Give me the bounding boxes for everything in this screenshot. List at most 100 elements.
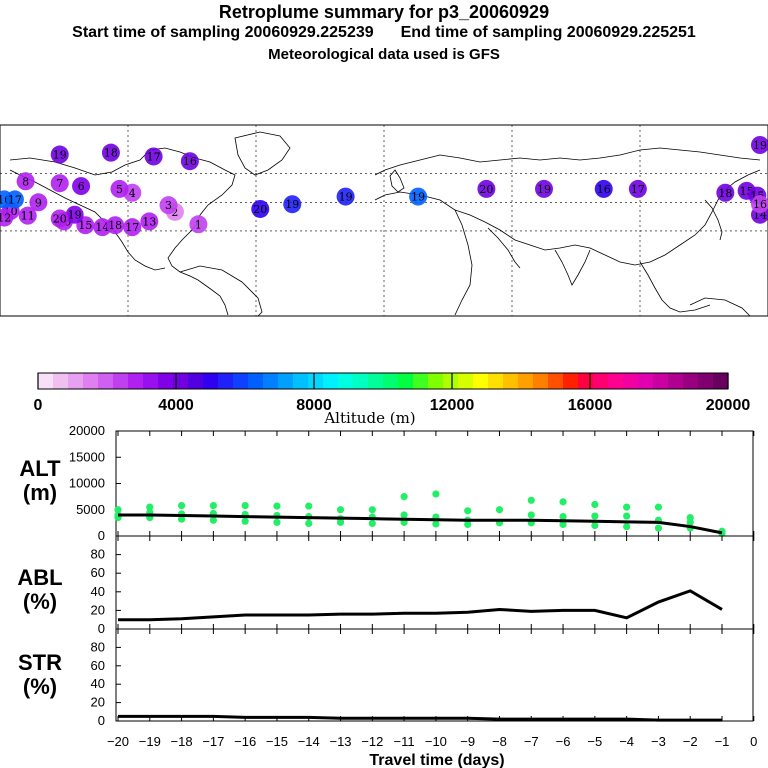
- australia-coast: [689, 297, 751, 317]
- colorbar: 0 4000 8000 12000 16000 20000 Altitude (m): [34, 372, 750, 427]
- x-tick-label: −4: [619, 734, 634, 749]
- str-unit-label: (%): [23, 674, 57, 699]
- alt-scatter-point: [623, 522, 631, 531]
- x-tick-label: −12: [361, 734, 383, 749]
- map-point: [409, 187, 428, 206]
- map-point: [159, 196, 178, 215]
- map-panel: 1234567891011121314151617181920151815141…: [0, 124, 768, 317]
- colorbar-swatch: [473, 373, 489, 389]
- colorbar-tick-label: 16000: [568, 397, 613, 414]
- map-point: [5, 190, 24, 209]
- colorbar-swatch: [653, 373, 669, 389]
- colorbar-swatch: [563, 373, 579, 389]
- map-point-label: 15: [78, 219, 92, 232]
- alt-scatter-point: [464, 507, 472, 515]
- colorbar-swatch: [203, 373, 219, 389]
- map-point-label: 13: [142, 215, 156, 228]
- x-tick-label: −2: [683, 734, 698, 749]
- colorbar-swatch: [233, 373, 249, 389]
- x-tick-label: −20: [107, 734, 129, 749]
- x-tick-label: −11: [394, 734, 415, 749]
- colorbar-swatch: [428, 373, 444, 389]
- colorbar-tick-label: 4000: [158, 397, 194, 414]
- map-point: [535, 179, 553, 198]
- str-label: STR: [18, 650, 62, 675]
- colorbar-ticks: 0 4000 8000 12000 16000 20000: [34, 373, 750, 414]
- map-point-label: 18: [104, 147, 118, 160]
- alt-scatter-point: [336, 518, 345, 526]
- se-asia-coast: [639, 261, 711, 313]
- abl-y-ticks: 80 60 40 20 0: [91, 547, 121, 636]
- colorbar-swatch: [278, 373, 294, 389]
- str-line: [118, 714, 722, 722]
- map-point: [336, 187, 355, 206]
- x-tick-label: −17: [202, 734, 224, 749]
- abl-panel: ABL (%) 80 60 40 20 0: [17, 535, 755, 636]
- colorbar-swatch: [593, 373, 609, 389]
- alt-y-ticks: 20000 15000 10000 5000 0: [69, 423, 121, 543]
- alt-scatter-point: [527, 511, 535, 519]
- x-tick-label: −8: [492, 734, 507, 749]
- str-frame: [115, 628, 754, 722]
- colorbar-swatch: [38, 373, 54, 389]
- map-point-label: 17: [631, 183, 645, 196]
- alt-scatter-point: [432, 520, 440, 528]
- alt-scatter-point: [305, 519, 313, 528]
- alt-scatter-point: [146, 503, 154, 511]
- colorbar-swatch: [128, 373, 144, 389]
- colorbar-swatch: [158, 373, 174, 389]
- map-point-label: 16: [597, 183, 611, 196]
- abl-y-tick-label: 40: [91, 584, 105, 599]
- chart-title: Retroplume summary for p3_20060929: [218, 2, 550, 22]
- abl-y-tick-label: 0: [98, 621, 105, 636]
- africa-coast: [374, 191, 473, 316]
- x-tick-label: −9: [460, 734, 475, 749]
- colorbar-swatch: [713, 373, 729, 389]
- map-point-label: 4: [129, 187, 136, 200]
- start-time-label: Start time of sampling 20060929.225239: [72, 24, 374, 41]
- x-axis-label: Travel time (days): [369, 752, 504, 768]
- alt-median-line: [118, 513, 723, 535]
- map-point: [189, 215, 208, 234]
- map-point: [110, 179, 129, 198]
- alt-scatter-point: [305, 502, 313, 510]
- map-point-label: 20: [479, 183, 493, 196]
- map-point: [594, 179, 613, 198]
- colorbar-swatch: [638, 373, 654, 389]
- alt-scatter-point: [591, 521, 599, 530]
- abl-frame: [115, 535, 754, 630]
- colorbar-swatches: [38, 373, 729, 389]
- map-point-label: 17: [125, 221, 139, 234]
- map-point-label: 3: [165, 199, 172, 212]
- alt-scatter-point: [559, 498, 567, 506]
- alt-scatter-point: [527, 496, 535, 504]
- arabia-coast: [487, 227, 521, 269]
- map-point-label: 16: [753, 198, 767, 211]
- x-tick-label: −5: [587, 734, 602, 749]
- colorbar-swatch: [668, 373, 684, 389]
- map-grid: [0, 125, 768, 316]
- end-time-label: End time of sampling 20060929.225251: [400, 24, 696, 41]
- colorbar-swatch: [683, 373, 699, 389]
- alt-scatter-point: [623, 503, 631, 511]
- map-point: [50, 145, 69, 164]
- colorbar-swatch: [518, 373, 534, 389]
- map-point-label: 16: [183, 155, 197, 168]
- x-tick-label: −16: [234, 734, 256, 749]
- alt-panel: ALT (m) 20000 15000 10000 5000 0: [19, 423, 755, 543]
- alt-scatter-point: [495, 506, 504, 514]
- map-point-label: 20: [53, 213, 67, 226]
- greenland-coast: [234, 131, 291, 176]
- map-point-label: 19: [753, 139, 767, 152]
- japan-coast: [704, 199, 723, 241]
- colorbar-swatch: [623, 373, 639, 389]
- map-point: [716, 183, 735, 202]
- colorbar-swatch: [458, 373, 474, 389]
- abl-line: [118, 589, 723, 622]
- colorbar-swatch: [383, 373, 399, 389]
- colorbar-swatch: [503, 373, 519, 389]
- x-tick-label: −19: [139, 734, 161, 749]
- alt-x-tickmarks: [117, 431, 755, 536]
- map-point-label: 5: [116, 183, 123, 196]
- x-tick-label: −13: [329, 734, 351, 749]
